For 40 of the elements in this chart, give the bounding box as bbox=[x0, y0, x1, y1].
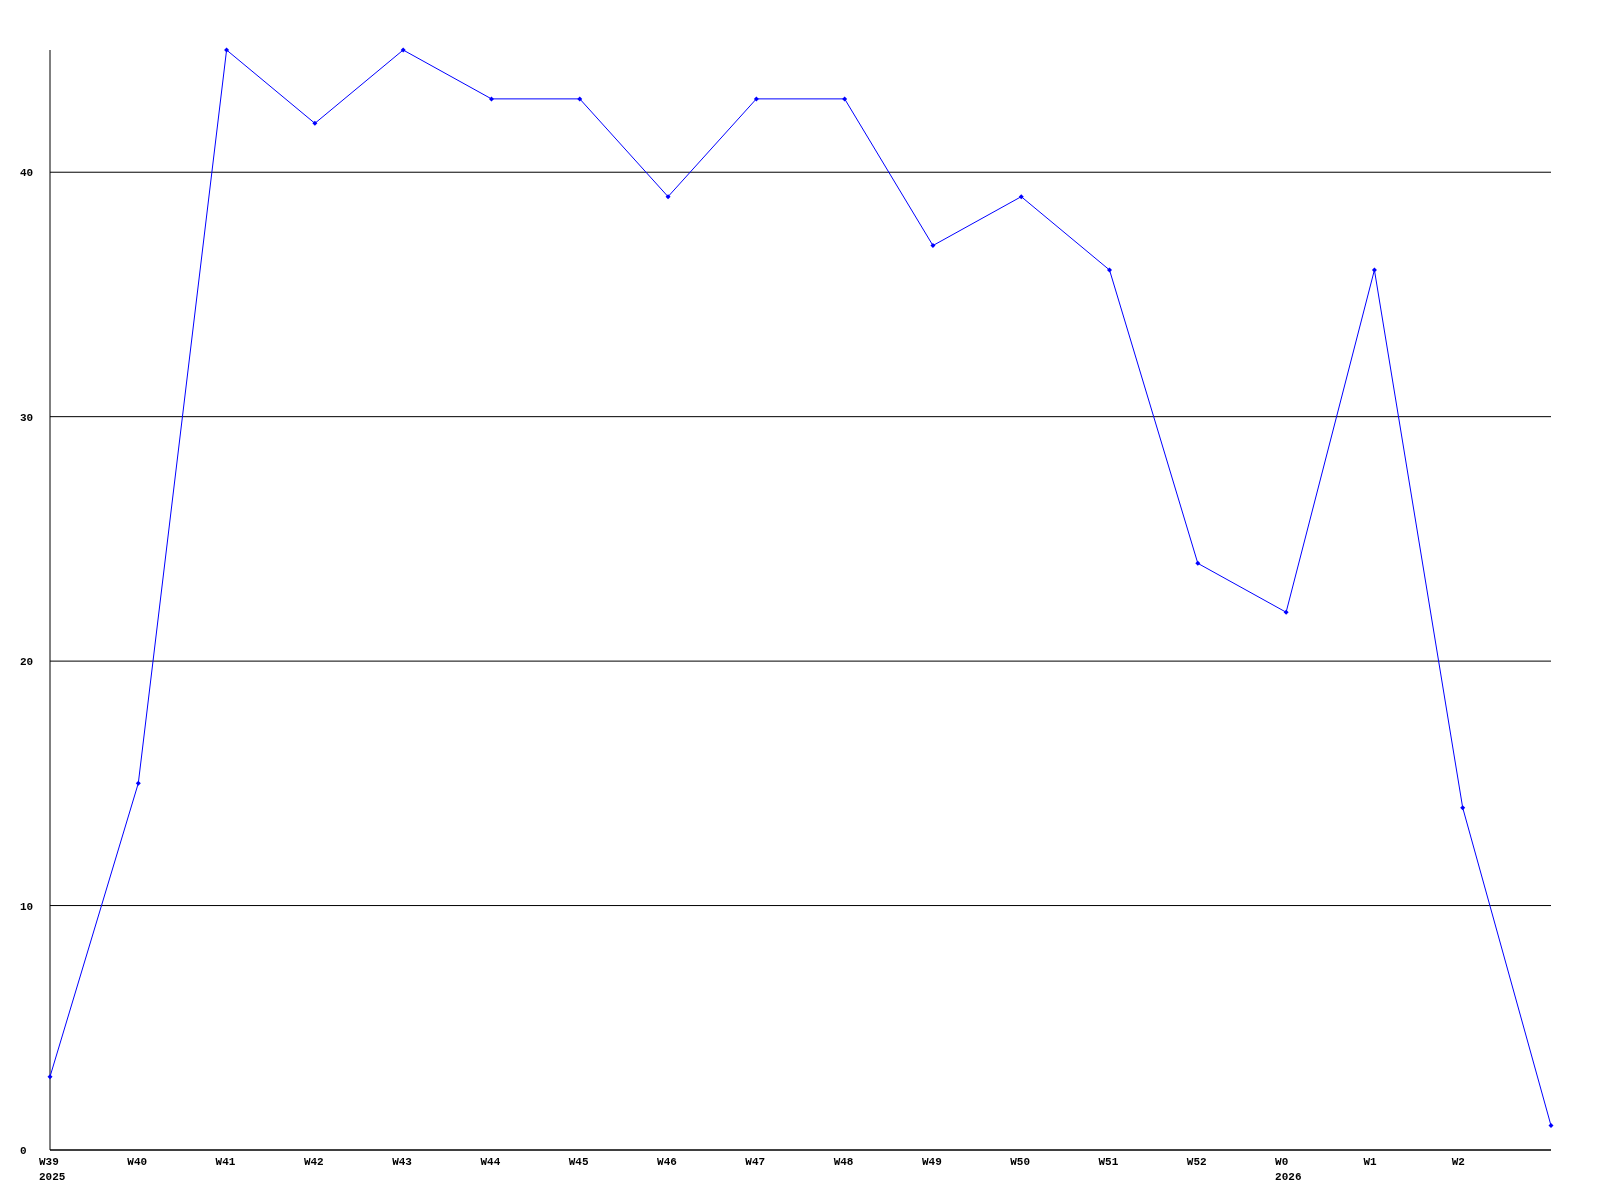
x-tick-label: W46 bbox=[657, 1156, 677, 1168]
point bbox=[842, 96, 848, 102]
point bbox=[753, 96, 759, 102]
point bbox=[400, 47, 406, 53]
x-tick-label: W50 bbox=[1010, 1156, 1031, 1168]
y-tick-label: 10 bbox=[20, 900, 34, 913]
x-tick-label: W1 bbox=[1363, 1156, 1378, 1168]
point bbox=[1371, 267, 1377, 273]
point bbox=[224, 47, 230, 53]
x-tick-label: W42 bbox=[303, 1156, 324, 1168]
x-tick-label: W2 bbox=[1451, 1156, 1465, 1168]
point bbox=[577, 96, 583, 102]
point bbox=[1460, 805, 1466, 811]
x-tick-label: W44 bbox=[480, 1156, 501, 1168]
x-tick-label: W49 bbox=[921, 1156, 942, 1168]
x-tick-label: W45 bbox=[568, 1156, 589, 1168]
y-tick-label: 30 bbox=[20, 411, 34, 424]
point bbox=[135, 780, 141, 786]
point bbox=[47, 1074, 53, 1080]
x-tick-label: W41 bbox=[215, 1156, 236, 1168]
y-tick-label: 40 bbox=[20, 167, 34, 180]
point bbox=[1283, 609, 1289, 615]
x-tick-label: W48 bbox=[833, 1156, 854, 1168]
point bbox=[1107, 267, 1113, 273]
point bbox=[930, 243, 936, 249]
x-tick-label: W40 bbox=[127, 1156, 148, 1168]
x-tick-label: W39 2025 bbox=[39, 1156, 66, 1183]
point bbox=[1548, 1123, 1554, 1129]
point bbox=[665, 194, 671, 200]
y-tick-label: 20 bbox=[20, 656, 34, 669]
point bbox=[488, 96, 494, 102]
x-tick-label: W43 bbox=[392, 1156, 413, 1168]
x-tick-label: W47 bbox=[745, 1156, 766, 1168]
x-tick-label: W51 bbox=[1098, 1156, 1119, 1168]
x-tick-label: W52 bbox=[1186, 1156, 1207, 1168]
y-tick-label: 0 bbox=[20, 1145, 27, 1157]
x-tick-label: W0 2026 bbox=[1275, 1156, 1302, 1183]
point bbox=[1195, 560, 1201, 566]
point bbox=[312, 120, 318, 126]
point bbox=[1018, 194, 1024, 200]
